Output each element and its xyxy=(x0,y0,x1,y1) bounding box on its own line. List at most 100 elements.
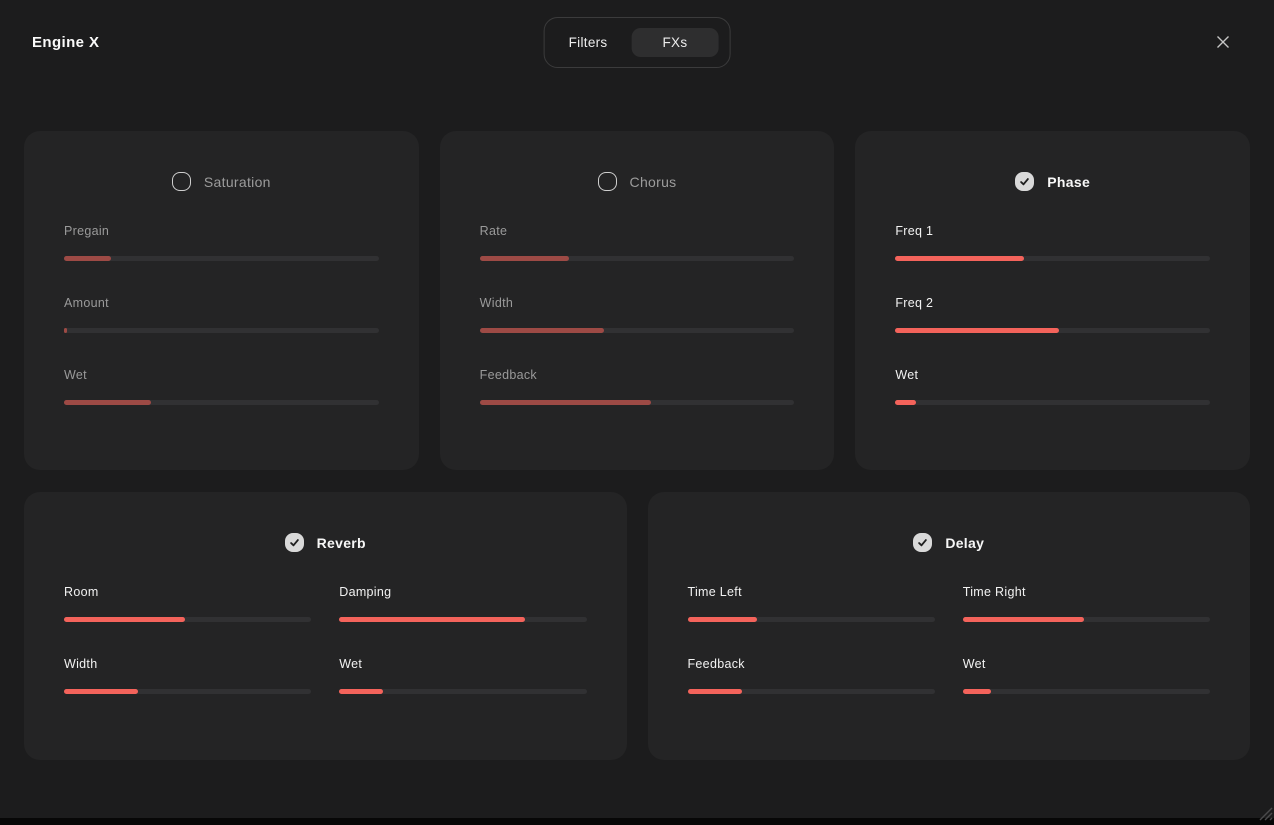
fx-slider[interactable] xyxy=(687,689,935,694)
fx-slider-group: Feedback xyxy=(687,656,935,694)
fx-slider-fill xyxy=(64,328,67,333)
fx-enable-checkbox[interactable] xyxy=(171,172,191,191)
fx-slider[interactable] xyxy=(339,689,587,694)
fx-slider-fill xyxy=(895,256,1025,261)
view-switcher: Filters FXs xyxy=(543,17,731,68)
fx-sliders: Pregain Amount Wet xyxy=(64,223,379,405)
fx-slider-fill xyxy=(962,617,1084,622)
fx-slider-fill xyxy=(64,617,186,622)
fx-slider[interactable] xyxy=(64,400,379,405)
fx-slider-label: Room xyxy=(64,585,99,599)
fx-slider[interactable] xyxy=(895,256,1211,261)
fx-slider-group: Rate xyxy=(479,223,795,261)
fx-slider-group: Pregain xyxy=(64,223,379,261)
fx-slider-fill xyxy=(64,689,139,694)
fx-slider[interactable] xyxy=(479,328,795,333)
fx-slider-fill xyxy=(479,256,570,261)
fx-enable-checkbox[interactable] xyxy=(597,172,617,191)
fx-slider-group: Amount xyxy=(64,295,379,333)
fx-slider-group: Damping xyxy=(339,584,587,622)
fx-slider-label: Freq 1 xyxy=(895,224,934,238)
fx-card-header: Delay xyxy=(688,533,1211,552)
fx-slider[interactable] xyxy=(479,256,795,261)
fx-card-chorus: Chorus Rate Width Feedback xyxy=(439,131,835,470)
fx-slider[interactable] xyxy=(64,328,379,333)
checkmark-icon xyxy=(289,539,299,547)
fx-slider[interactable] xyxy=(687,617,935,622)
window-bottom-strip xyxy=(0,818,1274,825)
fx-slider-label: Feedback xyxy=(687,657,745,671)
fx-slider-label: Freq 2 xyxy=(895,296,934,310)
resize-grip-icon[interactable] xyxy=(1255,803,1273,821)
fx-card-header: Saturation xyxy=(64,172,379,191)
fx-slider-label: Width xyxy=(64,657,98,671)
fx-slider-fill xyxy=(895,400,916,405)
app-title: Engine X xyxy=(32,34,100,51)
fx-slider-group: Time Left xyxy=(687,584,935,622)
fx-slider-label: Pregain xyxy=(64,224,110,238)
fx-slider-label: Feedback xyxy=(479,368,537,382)
fx-slider[interactable] xyxy=(479,400,795,405)
fx-slider[interactable] xyxy=(895,400,1211,405)
close-icon[interactable] xyxy=(1215,34,1231,50)
fx-slider-fill xyxy=(895,328,1059,333)
fx-panel: Saturation Pregain Amount Wet Chorus Rat… xyxy=(0,85,1274,760)
fx-card-delay: Delay Time Left Time Right Feedback Wet xyxy=(647,492,1250,760)
fx-slider-group: Feedback xyxy=(479,367,795,405)
fx-title: Delay xyxy=(945,534,985,551)
checkmark-icon xyxy=(1020,178,1030,186)
fx-slider-group: Time Right xyxy=(962,584,1210,622)
fx-card-header: Chorus xyxy=(480,172,795,191)
fx-sliders: Time Left Time Right Feedback Wet xyxy=(687,584,1210,694)
fx-slider-label: Time Left xyxy=(687,585,742,599)
fx-slider-label: Time Right xyxy=(962,585,1026,599)
tab-fxs[interactable]: FXs xyxy=(631,28,719,57)
fx-title: Phase xyxy=(1047,173,1091,190)
fx-slider-group: Width xyxy=(479,295,795,333)
fx-sliders: Room Damping Width Wet xyxy=(64,584,587,694)
title-bar: Engine X Filters FXs xyxy=(0,0,1274,85)
fx-slider-group: Width xyxy=(64,656,312,694)
fx-slider-group: Freq 2 xyxy=(895,295,1211,333)
fx-slider[interactable] xyxy=(962,689,1210,694)
fx-slider-fill xyxy=(64,400,151,405)
fx-slider-fill xyxy=(339,617,525,622)
fx-slider-fill xyxy=(64,256,112,261)
fx-slider-label: Wet xyxy=(64,368,87,382)
fx-card-saturation: Saturation Pregain Amount Wet xyxy=(24,131,419,470)
fx-title: Saturation xyxy=(203,173,271,190)
fx-sliders: Freq 1 Freq 2 Wet xyxy=(895,223,1211,405)
fx-slider-fill xyxy=(687,617,757,622)
fx-card-header: Phase xyxy=(895,172,1210,191)
fx-slider-fill xyxy=(479,328,604,333)
fx-slider-group: Wet xyxy=(339,656,587,694)
fx-slider-group: Wet xyxy=(895,367,1211,405)
fx-card-header: Reverb xyxy=(64,533,587,552)
fx-slider-group: Freq 1 xyxy=(895,223,1211,261)
fx-enable-checkbox[interactable] xyxy=(1015,172,1035,191)
fx-slider-group: Wet xyxy=(64,367,379,405)
fx-row-bottom: Reverb Room Damping Width Wet Delay xyxy=(24,492,1250,760)
fx-slider[interactable] xyxy=(895,328,1211,333)
fx-slider-fill xyxy=(962,689,992,694)
fx-card-reverb: Reverb Room Damping Width Wet xyxy=(24,492,627,760)
fx-slider-label: Wet xyxy=(339,657,363,671)
fx-slider[interactable] xyxy=(64,256,379,261)
fx-slider[interactable] xyxy=(64,617,312,622)
fx-slider-label: Width xyxy=(479,296,514,310)
fx-row-top: Saturation Pregain Amount Wet Chorus Rat… xyxy=(24,131,1251,470)
fx-slider-label: Amount xyxy=(64,296,109,310)
fx-enable-checkbox[interactable] xyxy=(284,533,304,552)
fx-enable-checkbox[interactable] xyxy=(913,533,933,552)
fx-card-phase: Phase Freq 1 Freq 2 Wet xyxy=(855,131,1251,470)
fx-slider[interactable] xyxy=(64,689,312,694)
fx-slider-group: Wet xyxy=(962,656,1210,694)
fx-title: Reverb xyxy=(316,534,366,551)
tab-filters[interactable]: Filters xyxy=(568,35,608,50)
fx-slider[interactable] xyxy=(962,617,1210,622)
fx-sliders: Rate Width Feedback xyxy=(479,223,795,405)
fx-slider[interactable] xyxy=(339,617,587,622)
fx-slider-label: Wet xyxy=(962,657,986,671)
fx-slider-fill xyxy=(479,400,652,405)
fx-slider-label: Rate xyxy=(479,224,508,238)
